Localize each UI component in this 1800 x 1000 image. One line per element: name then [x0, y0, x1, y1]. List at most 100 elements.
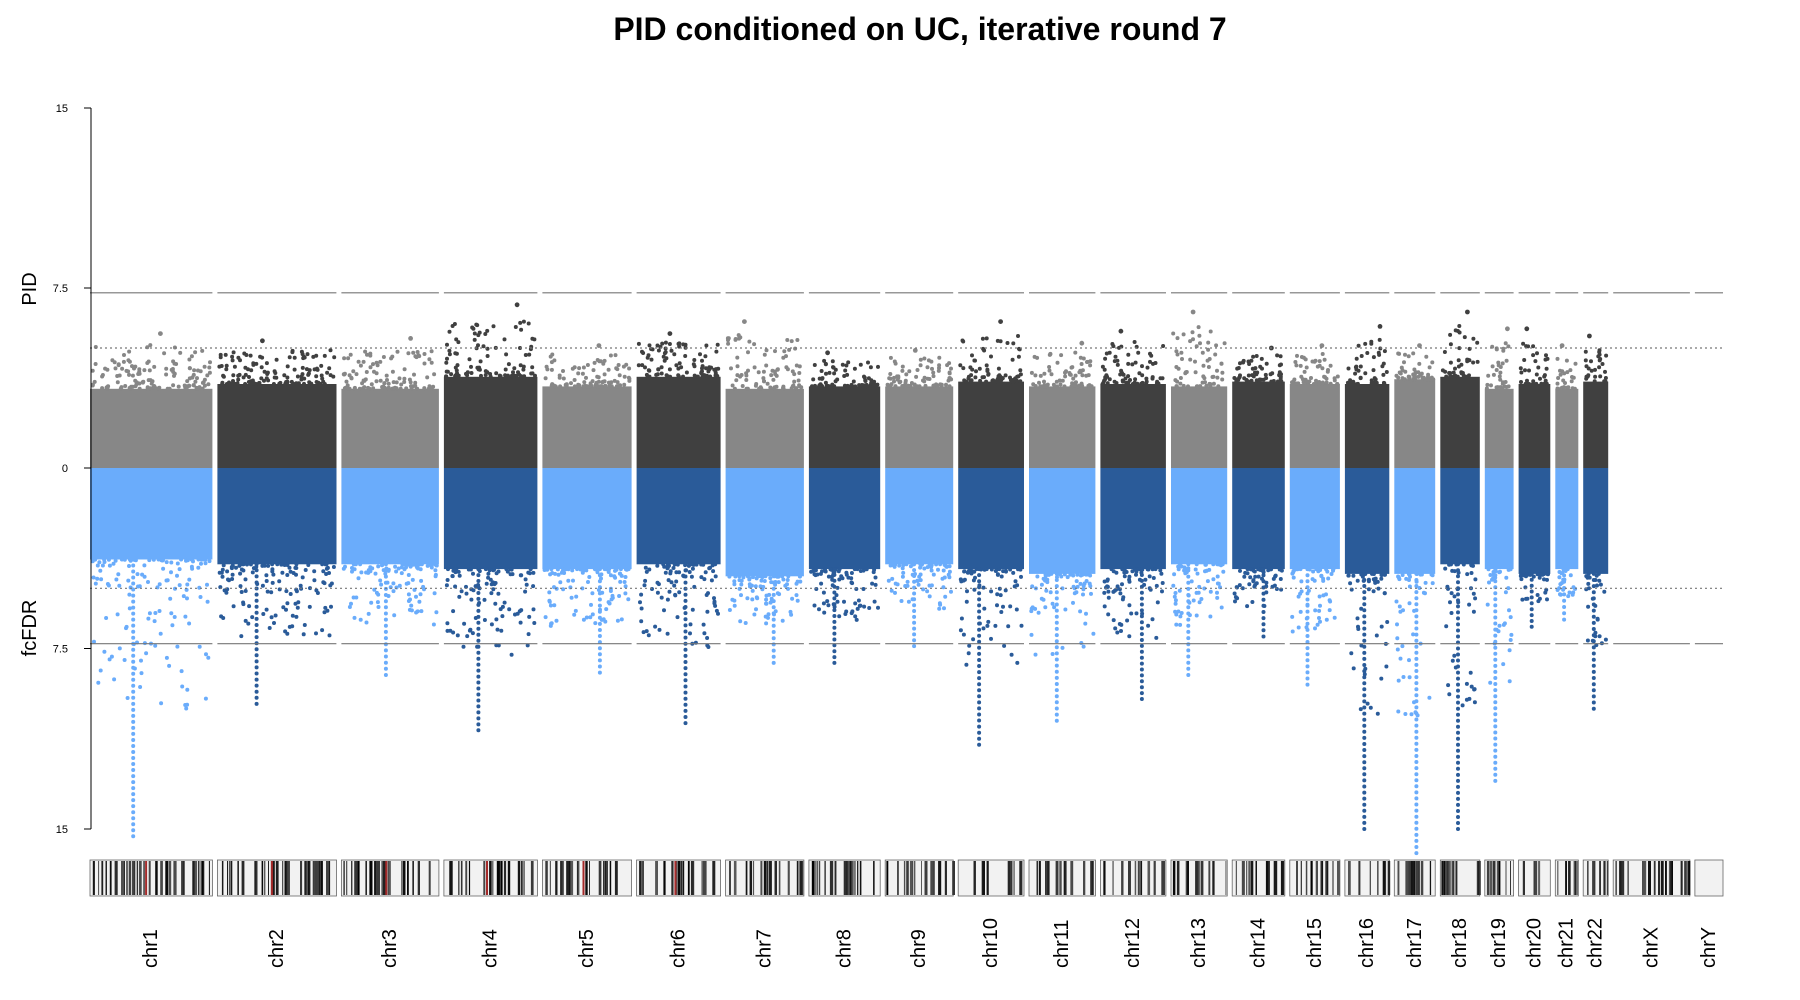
point-tail: [1261, 573, 1266, 578]
point: [523, 353, 528, 357]
point: [1233, 595, 1238, 600]
ideogram-band: [1045, 861, 1048, 895]
point: [1583, 349, 1588, 354]
point: [713, 574, 718, 579]
point: [1494, 385, 1499, 390]
point: [1113, 626, 1118, 631]
point: [293, 601, 298, 606]
point: [764, 597, 769, 602]
point: [615, 618, 620, 623]
point: [1132, 567, 1137, 572]
point-tail: [1456, 784, 1460, 789]
point: [1313, 626, 1317, 631]
point: [672, 583, 677, 588]
point: [122, 658, 127, 662]
point: [1534, 381, 1539, 386]
point: [837, 567, 842, 572]
point: [1535, 351, 1539, 356]
point: [617, 571, 622, 576]
point: [1115, 362, 1120, 367]
point: [1504, 385, 1509, 389]
point: [431, 622, 436, 627]
point: [314, 631, 318, 636]
point: [1302, 369, 1307, 374]
chromosome-points-chr9: [885, 348, 954, 649]
point: [1030, 584, 1035, 589]
point: [369, 600, 374, 605]
ideogram-band: [1537, 861, 1539, 895]
point: [414, 594, 418, 599]
point: [730, 383, 735, 388]
point: [659, 595, 664, 600]
point: [1001, 569, 1006, 574]
ideogram-band: [560, 861, 563, 895]
ideogram-chr14: [1231, 859, 1286, 897]
ideogram-band: [852, 861, 854, 895]
point: [1332, 376, 1337, 381]
point: [1456, 358, 1461, 363]
point: [1100, 382, 1105, 386]
point-tail: [1562, 605, 1567, 609]
point: [858, 362, 863, 367]
point: [1455, 329, 1460, 333]
point-tail: [1186, 568, 1191, 573]
point-tail: [131, 647, 136, 652]
point: [616, 363, 621, 367]
point: [1275, 379, 1280, 384]
point: [981, 585, 986, 590]
chromosome-label-chr17: chr17: [1404, 918, 1426, 968]
point-tail: [1362, 778, 1367, 783]
point-tail: [1362, 802, 1367, 807]
point: [1215, 368, 1219, 373]
point-peak-top: [1319, 343, 1325, 348]
ideogram-band: [911, 861, 914, 895]
point: [899, 599, 904, 603]
ideogram-band: [987, 861, 989, 895]
point: [1181, 332, 1186, 337]
point: [502, 337, 507, 342]
point: [677, 341, 682, 346]
chromosome-label-chr1: chr1: [140, 929, 162, 968]
point: [1194, 590, 1199, 595]
ideogram-band: [181, 861, 184, 895]
point: [619, 617, 624, 622]
point: [521, 364, 526, 369]
point-tail: [254, 677, 259, 682]
point: [511, 370, 515, 375]
point: [482, 618, 487, 622]
point: [733, 574, 738, 579]
point: [917, 384, 922, 389]
point: [1500, 386, 1505, 391]
point-tail: [1456, 634, 1460, 639]
point-mass-top: [808, 386, 881, 468]
point-mass-top: [958, 381, 1024, 468]
point-tail: [1414, 687, 1419, 692]
point: [250, 615, 255, 620]
ideogram-band: [1047, 861, 1050, 895]
point: [119, 557, 124, 562]
point: [294, 566, 299, 570]
point: [175, 561, 180, 566]
point: [1198, 384, 1203, 389]
point: [1199, 597, 1204, 601]
point-tail: [254, 562, 259, 567]
point: [738, 619, 743, 624]
point-tail: [771, 611, 776, 616]
point: [1403, 352, 1407, 357]
point-tail: [131, 593, 136, 598]
point: [1329, 572, 1334, 576]
point-tail: [1591, 596, 1596, 601]
point: [647, 343, 652, 348]
point: [467, 357, 472, 362]
point: [739, 582, 744, 587]
point-tail: [1456, 718, 1460, 723]
point: [171, 369, 176, 374]
chromosome-label-chrY: chrY: [1698, 927, 1720, 968]
point: [1173, 591, 1178, 595]
chromosome-points-chr7: [725, 319, 804, 665]
point: [471, 588, 476, 593]
point-tail: [1591, 651, 1596, 656]
y-tick-label: 7.5: [53, 283, 68, 295]
point: [1104, 373, 1109, 378]
point: [795, 598, 800, 603]
